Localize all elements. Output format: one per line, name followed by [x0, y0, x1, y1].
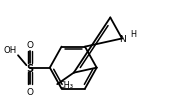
Text: N: N — [119, 35, 125, 44]
Text: O: O — [26, 40, 33, 49]
Text: OH: OH — [4, 46, 17, 55]
Text: S: S — [26, 63, 33, 73]
Text: O: O — [26, 87, 33, 96]
Text: H: H — [130, 30, 136, 39]
Text: CH₃: CH₃ — [58, 80, 73, 89]
